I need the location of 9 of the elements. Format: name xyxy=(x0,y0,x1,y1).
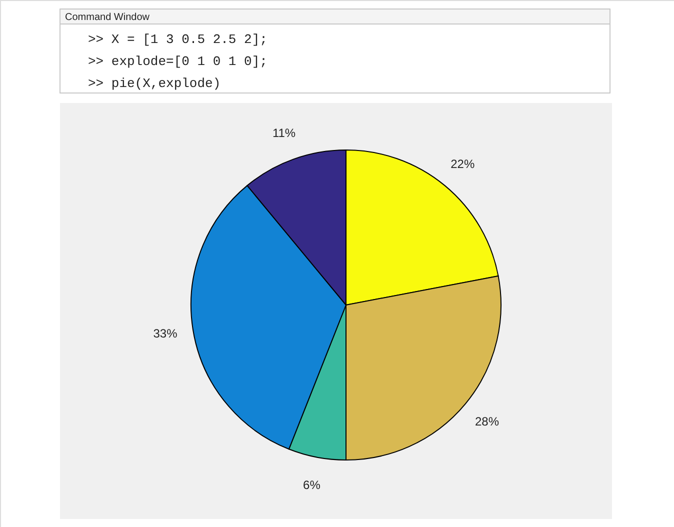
text: >> explode=[0 1 0 1 0]; xyxy=(88,54,268,69)
text: >> pie(X,explode) xyxy=(88,76,221,91)
data-label: 28% xyxy=(474,414,500,429)
text: >> X = [1 3 0.5 2.5 2]; xyxy=(88,32,268,47)
text: Command Window xyxy=(65,12,150,23)
data-label: 6% xyxy=(303,478,321,492)
data-label: 11% xyxy=(272,126,296,140)
data-label: 22% xyxy=(450,156,475,171)
data-label: 33% xyxy=(153,326,178,341)
